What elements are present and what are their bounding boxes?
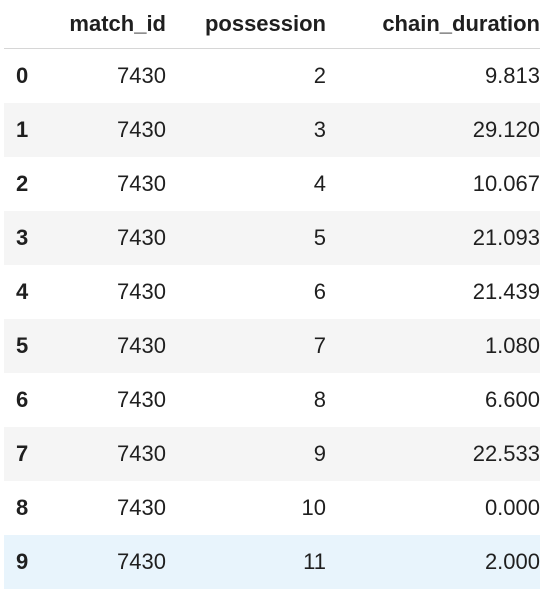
- cell-chain-duration: 10.067: [472, 171, 540, 196]
- cell-chain-duration: 6.600: [484, 387, 540, 412]
- cell-possession: 11: [303, 549, 326, 574]
- cell-chain-duration: 21.439: [472, 279, 540, 304]
- table-row: 7 7430 9 22.533: [4, 427, 540, 481]
- cell-chain-duration: 22.533: [472, 441, 540, 466]
- row-index: 6: [16, 387, 29, 412]
- table-row: 2 7430 4 10.067: [4, 157, 540, 211]
- cell-possession: 4: [313, 171, 326, 196]
- cell-match-id: 7430: [117, 117, 166, 142]
- header-index: [4, 0, 48, 49]
- row-index: 9: [16, 549, 29, 574]
- table-row: 1 7430 3 29.120: [4, 103, 540, 157]
- cell-match-id: 7430: [117, 387, 166, 412]
- cell-match-id: 7430: [117, 171, 166, 196]
- header-match-id: match_id: [48, 0, 166, 49]
- cell-chain-duration: 21.093: [472, 225, 540, 250]
- cell-match-id: 7430: [117, 549, 166, 574]
- cell-possession: 7: [313, 333, 326, 358]
- table-row: 0 7430 2 9.813: [4, 49, 540, 104]
- cell-match-id: 7430: [117, 333, 166, 358]
- table-row: 6 7430 8 6.600: [4, 373, 540, 427]
- row-index: 3: [16, 225, 29, 250]
- table-row: 3 7430 5 21.093: [4, 211, 540, 265]
- cell-chain-duration: 0.000: [484, 495, 540, 520]
- cell-chain-duration: 1.080: [484, 333, 540, 358]
- header-row: match_id possession chain_duration: [4, 0, 540, 49]
- cell-match-id: 7430: [117, 279, 166, 304]
- header-chain-duration: chain_duration: [326, 0, 540, 49]
- table-body: 0 7430 2 9.813 1 7430 3 29.120 2 7430 4 …: [4, 49, 540, 589]
- table-row: 9 7430 11 2.000: [4, 535, 540, 589]
- cell-chain-duration: 2.000: [484, 549, 540, 574]
- cell-possession: 9: [313, 441, 326, 466]
- cell-match-id: 7430: [117, 225, 166, 250]
- cell-chain-duration: 9.813: [484, 63, 540, 88]
- cell-possession: 2: [313, 63, 326, 88]
- cell-possession: 8: [313, 387, 326, 412]
- row-index: 1: [16, 117, 29, 142]
- cell-chain-duration: 29.120: [472, 117, 540, 142]
- row-index: 8: [16, 495, 29, 520]
- table-row: 8 7430 10 0.000: [4, 481, 540, 535]
- row-index: 4: [16, 279, 29, 304]
- cell-match-id: 7430: [117, 441, 166, 466]
- cell-possession: 6: [313, 279, 326, 304]
- row-index: 5: [16, 333, 29, 358]
- table-header: match_id possession chain_duration: [4, 0, 540, 49]
- cell-possession: 3: [313, 117, 326, 142]
- row-index: 2: [16, 171, 29, 196]
- cell-possession: 5: [313, 225, 326, 250]
- cell-match-id: 7430: [117, 63, 166, 88]
- table-row: 4 7430 6 21.439: [4, 265, 540, 319]
- row-index: 0: [16, 63, 29, 88]
- cell-possession: 10: [301, 495, 326, 520]
- header-possession: possession: [166, 0, 326, 49]
- table-row: 5 7430 7 1.080: [4, 319, 540, 373]
- dataframe-table: match_id possession chain_duration 0 743…: [4, 0, 540, 589]
- cell-match-id: 7430: [117, 495, 166, 520]
- row-index: 7: [16, 441, 29, 466]
